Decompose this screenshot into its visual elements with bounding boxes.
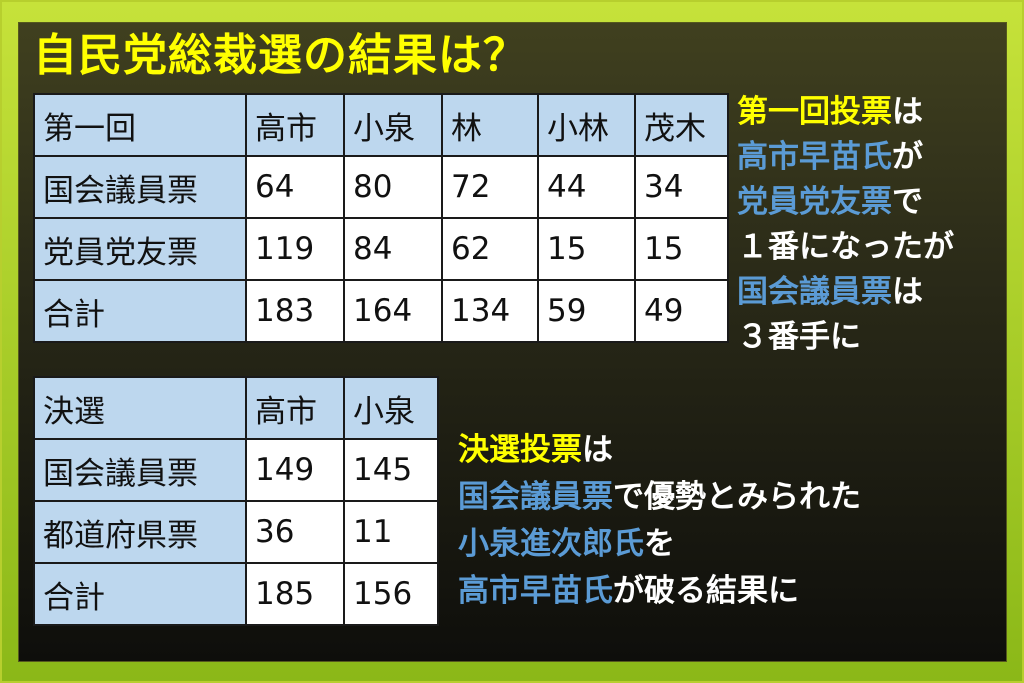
note-highlight: 決選投票: [458, 432, 582, 468]
note-highlight: 国会議員票: [737, 274, 892, 310]
table-cell: 185: [245, 562, 345, 626]
note-highlight: 小泉進次郎氏: [458, 526, 644, 562]
header-cell: 決選: [33, 376, 247, 440]
note-line: 国会議員票で優勢とみられた: [458, 474, 861, 521]
note-line: 第一回投票は: [737, 90, 954, 135]
table-cell: 72: [441, 155, 539, 219]
table-cell: 119: [245, 217, 345, 281]
table-cell: 49: [634, 279, 729, 343]
table-cell: 44: [537, 155, 636, 219]
table-cell: 59: [537, 279, 636, 343]
table-row: 国会議員票 149 145: [33, 438, 439, 502]
note-line: 国会議員票は: [737, 270, 954, 315]
row-label: 合計: [33, 562, 247, 626]
note-highlight: 高市早苗氏: [458, 573, 613, 609]
note-text: で優勢とみられた: [613, 479, 861, 515]
header-cell: 高市: [245, 93, 345, 157]
table-row: 合計 183 164 134 59 49: [33, 279, 729, 343]
table-cell: 34: [634, 155, 729, 219]
table-cell: 145: [343, 438, 439, 502]
note-text: で: [892, 184, 923, 220]
header-cell: 小泉: [343, 93, 443, 157]
header-cell: 茂木: [634, 93, 729, 157]
note-text: ３番手に: [737, 319, 861, 355]
first-round-note: 第一回投票は 高市早苗氏が 党員党友票で １番になったが 国会議員票は ３番手に: [737, 90, 954, 360]
note-text: １番になったが: [737, 229, 954, 265]
note-line: １番になったが: [737, 225, 954, 270]
note-line: 党員党友票で: [737, 180, 954, 225]
note-text: は: [892, 274, 923, 310]
note-highlight: 第一回投票: [737, 94, 892, 130]
runoff-table: 決選 高市 小泉 国会議員票 149 145 都道府県票 36 11 合計 18…: [33, 376, 439, 626]
note-text: は: [892, 94, 923, 130]
table-row: 合計 185 156: [33, 562, 439, 626]
table-cell: 156: [343, 562, 439, 626]
note-text: が: [892, 139, 923, 175]
note-text: を: [644, 526, 675, 562]
table-cell: 149: [245, 438, 345, 502]
row-label: 都道府県票: [33, 500, 247, 564]
header-cell: 第一回: [33, 93, 247, 157]
note-text: が破る結果に: [613, 573, 799, 609]
note-line: 決選投票は: [458, 427, 861, 474]
note-line: 高市早苗氏が: [737, 135, 954, 180]
table-cell: 183: [245, 279, 345, 343]
note-line: 高市早苗氏が破る結果に: [458, 568, 861, 615]
table-cell: 36: [245, 500, 345, 564]
row-label: 国会議員票: [33, 155, 247, 219]
row-label: 合計: [33, 279, 247, 343]
table-row: 党員党友票 119 84 62 15 15: [33, 217, 729, 281]
header-cell: 高市: [245, 376, 345, 440]
table-cell: 62: [441, 217, 539, 281]
first-round-table: 第一回 高市 小泉 林 小林 茂木 国会議員票 64 80 72 44 34 党…: [33, 93, 729, 343]
header-cell: 林: [441, 93, 539, 157]
header-cell: 小泉: [343, 376, 439, 440]
page-title: 自民党総裁選の結果は？: [33, 30, 528, 81]
row-label: 国会議員票: [33, 438, 247, 502]
table-cell: 164: [343, 279, 443, 343]
table-cell: 15: [634, 217, 729, 281]
note-highlight: 党員党友票: [737, 184, 892, 220]
table-cell: 84: [343, 217, 443, 281]
table-header-row: 第一回 高市 小泉 林 小林 茂木: [33, 93, 729, 157]
table-cell: 11: [343, 500, 439, 564]
table-row: 国会議員票 64 80 72 44 34: [33, 155, 729, 219]
table-cell: 64: [245, 155, 345, 219]
note-highlight: 高市早苗氏: [737, 139, 892, 175]
table-cell: 15: [537, 217, 636, 281]
note-text: は: [582, 432, 613, 468]
table-cell: 134: [441, 279, 539, 343]
table-cell: 80: [343, 155, 443, 219]
table-header-row: 決選 高市 小泉: [33, 376, 439, 440]
row-label: 党員党友票: [33, 217, 247, 281]
note-highlight: 国会議員票: [458, 479, 613, 515]
header-cell: 小林: [537, 93, 636, 157]
note-line: 小泉進次郎氏を: [458, 521, 861, 568]
table-row: 都道府県票 36 11: [33, 500, 439, 564]
runoff-note: 決選投票は 国会議員票で優勢とみられた 小泉進次郎氏を 高市早苗氏が破る結果に: [458, 427, 861, 615]
note-line: ３番手に: [737, 315, 954, 360]
